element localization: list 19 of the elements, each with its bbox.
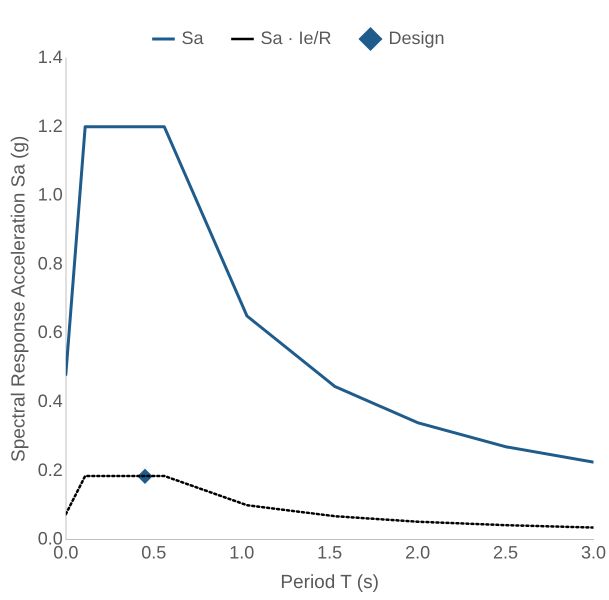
- y-tick-label: 0.2: [38, 460, 63, 480]
- y-tick-label: 1.2: [38, 116, 63, 136]
- legend-label: Sa · Ie/R: [260, 28, 332, 48]
- y-tick-label: 0.8: [38, 253, 63, 274]
- y-tick-label: 0.6: [38, 322, 63, 342]
- x-tick-label: 1.5: [317, 542, 342, 562]
- x-tick-label: 2.5: [493, 542, 518, 562]
- x-tick-label: 2.0: [405, 542, 430, 562]
- y-tick-label: 1.4: [38, 46, 63, 67]
- x-axis-title: Period T (s): [280, 572, 379, 593]
- legend-label: Sa: [181, 28, 204, 48]
- legend-label: Design: [388, 28, 445, 48]
- y-axis-title: Spectral Response Acceleration Sa (g): [8, 136, 30, 462]
- y-tick-label: 0.4: [38, 390, 63, 411]
- y-tick-label: 1.0: [38, 184, 63, 205]
- x-tick-label: 1.0: [229, 542, 254, 562]
- x-tick-label: 0.5: [141, 542, 166, 562]
- line-series: [66, 474, 594, 529]
- x-tick-label: 3.0: [580, 542, 606, 562]
